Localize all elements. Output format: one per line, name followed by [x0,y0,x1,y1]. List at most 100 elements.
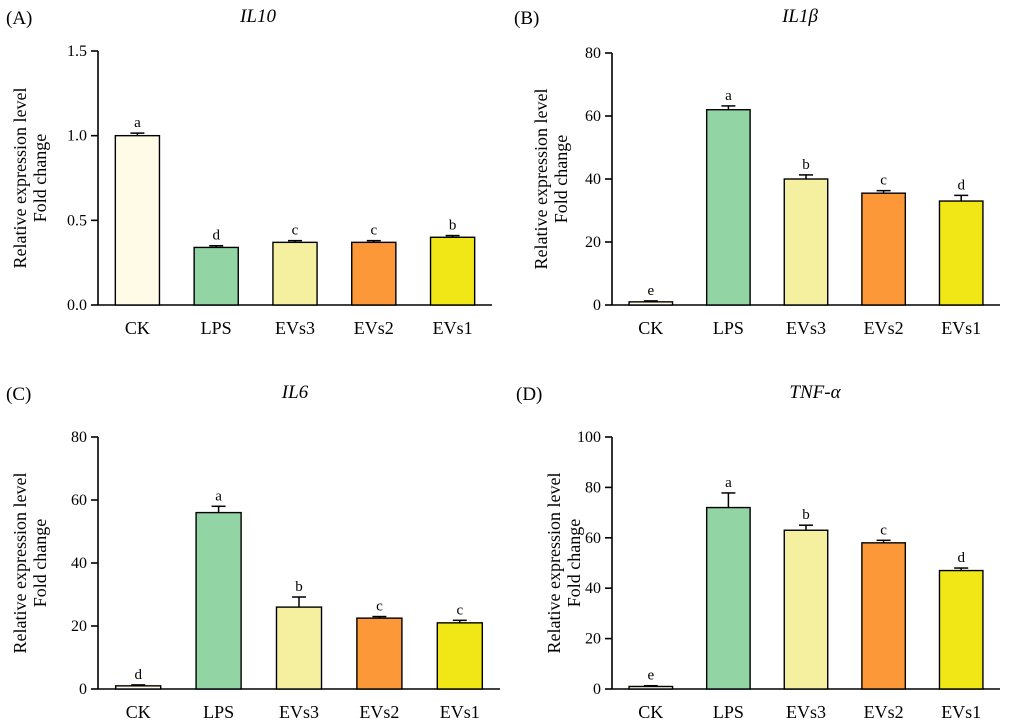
panel-b-significance-lps: a [725,88,732,104]
panel-d-significance-evs3: b [802,507,810,523]
panel-d-category-evs3: EVs3 [786,702,826,722]
panel-d-bar-lps [705,506,751,690]
panel-d-y-tick-label: 20 [585,631,601,648]
panel-a-bar-evs1 [429,236,476,306]
panel-c-category-evs3: EVs3 [279,702,319,722]
panel-b-y-tick-label: 80 [585,45,601,62]
panel-d: (D) TNF-α 0 20 40 60 80 100 Relative expressio… [516,382,1000,722]
panel-d-y-tick-label: 40 [585,580,601,597]
panel-a-category-evs1: EVs1 [433,318,473,338]
panel-d-category-ck: CK [638,702,663,722]
panel-c-significance-evs1: c [456,602,463,618]
panel-c: (C) IL6 0 20 40 60 80 Relative expression lev… [6,382,500,722]
panel-a-category-lps: LPS [201,318,232,338]
panel-c-title: IL6 [281,382,309,403]
panel-a-title: IL10 [239,6,276,27]
panel-b-y-axis-label-line: Relative expression level [531,89,551,270]
panel-b-bar-ck [628,301,674,306]
panel-b-significance-evs2: c [880,173,887,189]
panel-c-bar-evs3 [275,606,323,690]
panel-c-y-axis-label-line: Fold change [30,519,50,607]
panel-c-bar-evs2 [356,617,403,690]
panel-c-category-ck: CK [126,702,151,722]
panel-d-significance-evs1: d [957,550,965,566]
panel-b-y-tick-label: 0 [593,297,601,314]
panel-d-bar-evs1 [938,569,984,690]
panel-c-y-tick-label: 40 [71,555,87,572]
panel-a-bar-ck [114,134,161,306]
panel-c-letter: (C) [6,384,31,405]
panel-a-y-axis-label-line: Relative expression level [10,88,30,269]
panel-c-bar-evs1 [436,622,484,690]
panel-d-y-tick-label: 80 [585,479,601,496]
panel-b-category-evs2: EVs2 [864,318,904,338]
panel-b-y-tick-label: 40 [585,171,601,188]
panel-c-y-axis-label-line: Relative expression level [10,473,30,654]
panel-d-y-axis-label-line: Relative expression level [544,473,564,654]
panel-c-significance-ck: d [134,667,142,683]
panel-a-significance-evs3: c [292,223,299,239]
panel-d-category-lps: LPS [713,702,744,722]
panel-b-category-evs3: EVs3 [786,318,826,338]
panel-c-significance-evs3: b [295,579,303,595]
panel-b-category-ck: CK [638,318,663,338]
panel-d-letter: (D) [516,384,542,405]
panel-d-y-tick-label: 60 [585,530,601,547]
panel-a-category-ck: CK [125,318,150,338]
panel-a-y-tick-label: 0.5 [67,212,87,229]
panel-b-significance-evs1: d [957,177,965,193]
panel-d-significance-evs2: c [880,522,887,538]
panel-b-bar-evs3 [783,178,829,306]
panel-d-significance-lps: a [725,475,732,491]
panel-b-significance-ck: e [647,283,654,299]
panel-b-y-axis-label: Relative expression levelFold change [531,89,571,270]
panel-a-bar-evs3 [272,241,318,306]
panel-d-bar-evs2 [861,542,907,690]
panel-d-title: TNF-α [789,382,841,403]
panel-a-y-tick-label: 1.5 [67,43,87,60]
panel-d-bar-evs3 [783,529,829,690]
panel-c-category-evs2: EVs2 [359,702,399,722]
panel-c-category-evs1: EVs1 [440,702,480,722]
panel-a-y-axis-label-line: Fold change [30,134,50,222]
panel-b-category-evs1: EVs1 [941,318,981,338]
panel-b-bar-evs2 [861,192,907,306]
panel-b-bar-lps [705,108,751,306]
panel-a-category-evs3: EVs3 [275,318,315,338]
panel-c-y-tick-label: 60 [71,492,87,509]
panel-b-letter: (B) [514,8,539,29]
panel-a-significance-lps: d [212,228,220,244]
panel-d-category-evs1: EVs1 [941,702,981,722]
panel-a-category-evs2: EVs2 [354,318,394,338]
panel-a-bar-lps [193,246,239,306]
panel-a-letter: (A) [6,8,32,29]
panel-c-y-tick-label: 20 [71,618,87,635]
panel-b-y-tick-label: 20 [585,234,601,251]
panel-c-bar-ck [114,685,162,690]
panel-c-y-axis-label: Relative expression levelFold change [10,473,50,654]
panel-d-y-tick-label: 0 [593,681,601,698]
panel-a-significance-evs1: b [449,218,457,234]
panel-a: (A) IL10 0.0 0.5 1.0 1.5 Relative expression… [6,6,492,338]
panel-b-significance-evs3: b [802,157,810,173]
panel-d-y-tick-label: 100 [577,429,601,446]
panel-b-title: IL1β [781,6,818,27]
panel-b-y-tick-label: 60 [585,108,601,125]
panel-d-category-evs2: EVs2 [864,702,904,722]
panel-c-significance-evs2: c [376,599,383,615]
panel-b-y-axis-label-line: Fold change [551,135,571,223]
panel-c-category-lps: LPS [203,702,234,722]
panel-c-significance-lps: a [215,488,222,504]
panel-d-y-axis-label: Relative expression levelFold change [544,473,584,654]
panel-b-bar-evs1 [938,200,984,306]
panel-a-bar-evs2 [351,241,397,306]
panel-c-y-tick-label: 0 [79,681,87,698]
panel-d-significance-ck: e [647,668,654,684]
panel-a-significance-ck: a [134,115,141,131]
panel-a-significance-evs2: c [370,223,377,239]
panel-a-y-tick-label: 0.0 [67,297,87,314]
panel-b-category-lps: LPS [713,318,744,338]
panel-d-bar-ck [628,685,674,690]
panel-b: (B) IL1β 0 20 40 60 80 Relative expression le… [514,6,1000,338]
